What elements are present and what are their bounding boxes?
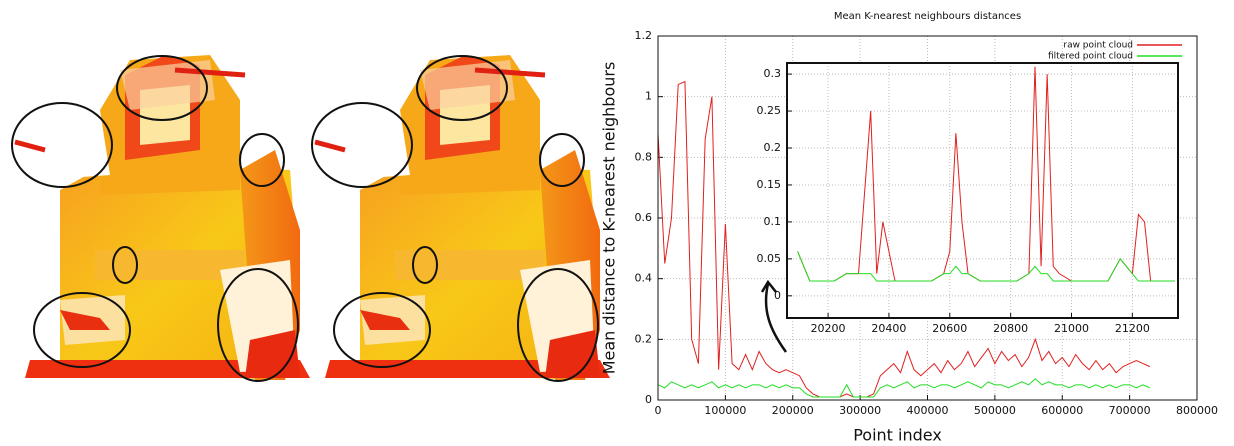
y-tick-label: 0.25 <box>757 104 782 117</box>
chart-title: Mean K-nearest neighbours distances <box>834 11 1021 22</box>
main-chart: 0 0.2 0.4 0.6 0.8 1 1.2 0 100000 200000 300000 4000… <box>600 11 1219 445</box>
series-line <box>797 251 1175 282</box>
x-tick-label: 100000 <box>704 404 746 417</box>
chart: 0 0.2 0.4 0.6 0.8 1 1.2 0 100000 200000 300000 4000… <box>600 11 1219 445</box>
inset-background <box>787 63 1178 318</box>
y-tick-label: 0.8 <box>635 150 653 163</box>
x-tick-label: 400000 <box>907 404 949 417</box>
inset-chart: 0 0.05 0.1 0.15 0.2 0.25 0.3 20200 20400 20600 208… <box>757 62 1179 335</box>
legend-label: raw point cloud <box>1063 41 1133 51</box>
y-tick-label: 0.2 <box>764 141 782 154</box>
y-tick-label: 0.1 <box>764 215 782 228</box>
y-tick-label: 0 <box>645 393 652 406</box>
x-tick-label: 20600 <box>932 322 967 335</box>
x-tick-label: 21000 <box>1054 322 1089 335</box>
plot-frame <box>657 35 1198 401</box>
x-tick-label: 200000 <box>772 404 814 417</box>
y-tick-label: 1 <box>645 90 652 103</box>
y-axis-label: Mean distance to K-nearest neighbours <box>600 62 619 375</box>
y-tick-label: 1.2 <box>635 29 653 42</box>
x-tick-label: 20800 <box>993 322 1028 335</box>
y-tick-label: 0.15 <box>757 178 782 191</box>
y-tick-label: 0.05 <box>757 252 782 265</box>
y-tick-label: 0.6 <box>635 211 653 224</box>
y-tick-label: 0.4 <box>635 272 653 285</box>
x-tick-label: 0 <box>655 404 662 417</box>
x-tick-label: 700000 <box>1109 404 1151 417</box>
series-line <box>657 378 1151 398</box>
x-tick-label: 600000 <box>1041 404 1083 417</box>
y-tick-label: 0.3 <box>764 67 782 80</box>
x-axis-label: Point index <box>853 426 942 445</box>
x-tick-label: 21200 <box>1115 322 1150 335</box>
x-tick-label: 300000 <box>839 404 881 417</box>
legend-label: filtered point cloud <box>1048 52 1133 62</box>
y-tick-label: 0.2 <box>635 332 653 345</box>
raw-cloud-image <box>12 55 310 381</box>
y-tick-label: 0 <box>774 289 781 302</box>
x-tick-label: 20200 <box>811 322 846 335</box>
x-tick-label: 500000 <box>974 404 1016 417</box>
filtered-cloud-image <box>312 55 610 381</box>
arrow <box>760 279 788 353</box>
series-line <box>657 80 1151 398</box>
x-tick-label: 20400 <box>871 322 906 335</box>
x-tick-label: 800000 <box>1176 404 1218 417</box>
plot-frame <box>786 62 1179 319</box>
